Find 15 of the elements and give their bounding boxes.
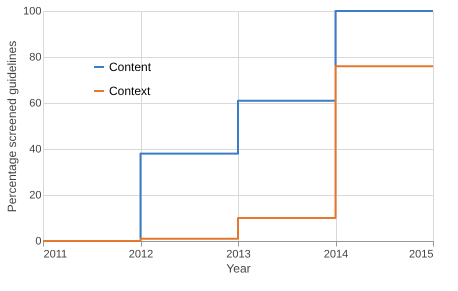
x-axis-title: Year <box>226 262 251 276</box>
x-tick-label: 2015 <box>409 248 434 260</box>
x-tick-label: 2013 <box>226 248 251 260</box>
x-tick-label: 2012 <box>128 248 154 260</box>
x-tick-label: 2014 <box>324 248 348 260</box>
y-tick-label: 40 <box>29 144 42 156</box>
legend-label: Content <box>109 60 152 74</box>
y-tick-label: 0 <box>35 236 42 248</box>
y-tick-label: 60 <box>29 98 42 110</box>
y-tick-label: 100 <box>23 6 42 18</box>
y-axis-title: Percentage screened guidelines <box>5 40 20 212</box>
y-tick-label: 20 <box>29 190 42 202</box>
x-tick-label: 2011 <box>44 248 68 260</box>
y-tick-label: 80 <box>29 52 42 64</box>
legend-label: Context <box>109 84 152 98</box>
